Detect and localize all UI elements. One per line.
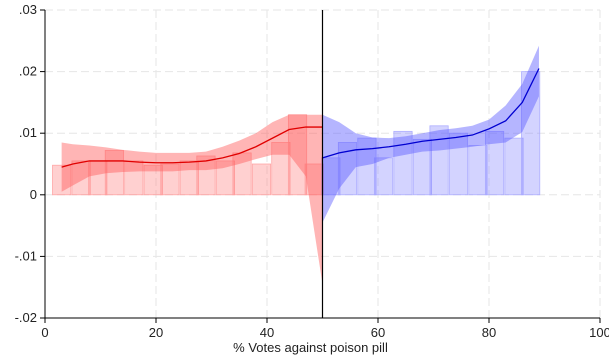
- bin-bar-right: [412, 138, 432, 196]
- y-tick-label: .02: [19, 64, 37, 79]
- bin-bar-left: [124, 160, 144, 196]
- ci-band-left: [61, 114, 323, 285]
- y-tick-label: 0: [30, 187, 37, 202]
- x-tick-label: 100: [589, 325, 609, 340]
- bins: [52, 71, 541, 196]
- bin-bar-left: [71, 160, 91, 196]
- y-tick-label: .03: [19, 2, 37, 17]
- bin-bar-left: [215, 160, 235, 196]
- x-tick-label: 40: [260, 325, 274, 340]
- bin-bar-right: [468, 145, 488, 196]
- x-tick-label: 80: [482, 325, 496, 340]
- x-tick-label: 0: [41, 325, 48, 340]
- bin-bar-left: [287, 114, 308, 196]
- bin-bar-right: [429, 125, 449, 196]
- bin-bar-left: [271, 142, 291, 196]
- bin-bar-right: [321, 157, 341, 196]
- fit-line-left: [61, 126, 323, 168]
- bin-bar-right: [373, 157, 394, 196]
- tick-labels: -.02 -.01 0 .01 .02 .03 0 20 40 60 80 100: [15, 2, 609, 340]
- x-tick-label: 60: [371, 325, 385, 340]
- bin-bar-left: [143, 164, 163, 196]
- bin-bar-right: [504, 137, 524, 196]
- x-axis-label: % Votes against poison pill: [233, 340, 388, 355]
- confidence-bands: [61, 45, 539, 285]
- fit-lines: [61, 10, 540, 318]
- y-tick-label: -.01: [15, 248, 37, 263]
- bin-bar-left: [160, 163, 180, 196]
- y-tick-label: -.02: [15, 310, 37, 325]
- axes: [40, 9, 601, 323]
- x-tick-label: 20: [149, 325, 163, 340]
- fit-line-right: [322, 68, 540, 159]
- bin-bar-left: [52, 164, 72, 196]
- bin-bar-left: [251, 163, 272, 196]
- bin-bar-left: [196, 155, 216, 196]
- bin-bar-right: [357, 137, 377, 196]
- bin-bar-right: [393, 130, 413, 196]
- bin-bar-right: [337, 142, 358, 196]
- y-tick-label: .01: [19, 125, 37, 140]
- bin-bar-right: [521, 71, 541, 196]
- ci-band-right: [322, 45, 539, 223]
- bin-bar-right: [484, 130, 505, 196]
- bin-bar-right: [448, 132, 469, 196]
- bin-bar-left: [304, 163, 324, 196]
- bin-bar-left: [179, 160, 199, 196]
